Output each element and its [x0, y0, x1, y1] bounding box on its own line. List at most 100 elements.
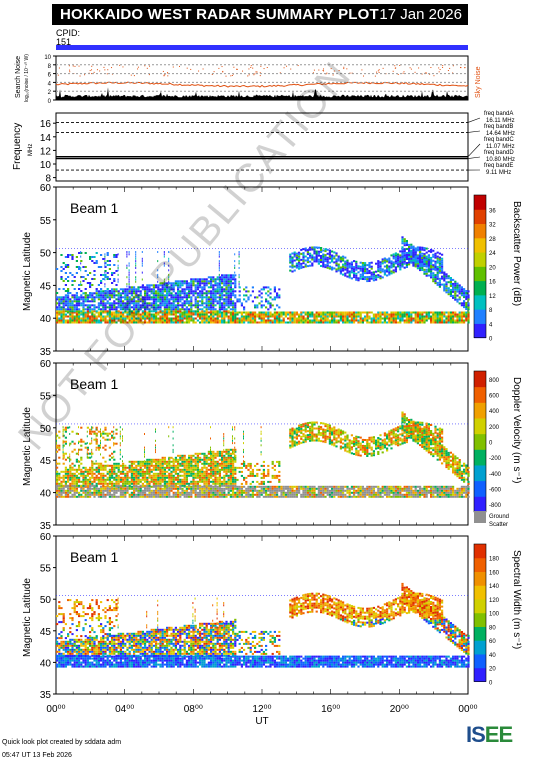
echo-cell: [348, 321, 351, 324]
lat-tick-label: 50: [40, 249, 52, 260]
echo-cell: [89, 306, 92, 309]
echo-cell: [350, 269, 353, 272]
sky-noise-dot: [190, 68, 192, 70]
echo-cell: [463, 290, 466, 293]
echo-cell: [339, 270, 342, 273]
echo-cell: [100, 478, 103, 481]
echo-cell: [229, 458, 232, 461]
echo-cell: [148, 284, 151, 287]
echo-cell: [344, 272, 347, 275]
echo-cell: [423, 247, 426, 250]
echo-cell: [152, 484, 155, 487]
echo-cell: [434, 319, 437, 322]
echo-cell: [137, 487, 140, 490]
echo-cell: [465, 311, 468, 314]
echo-cell: [430, 272, 433, 275]
echo-cell: [75, 308, 78, 311]
echo-cell: [67, 308, 70, 311]
echo-cell: [425, 274, 428, 277]
echo-cell: [157, 482, 160, 485]
echo-cell: [181, 311, 184, 314]
echo-cell: [383, 269, 386, 272]
echo-cell: [207, 491, 210, 494]
echo-cell: [214, 476, 217, 479]
echo-cell: [238, 262, 240, 265]
echo-cell: [106, 313, 109, 316]
echo-cell: [214, 495, 217, 498]
echo-cell: [89, 478, 92, 481]
echo-cell: [258, 311, 261, 314]
echo-cell: [106, 252, 109, 254]
echo-cell: [113, 462, 116, 465]
echo-cell: [108, 458, 111, 461]
echo-cell: [203, 302, 206, 305]
echo-cell: [223, 313, 226, 316]
echo-cell: [223, 302, 226, 305]
sky-noise-dot: [346, 68, 348, 70]
echo-cell: [289, 313, 292, 316]
echo-cell: [133, 300, 136, 303]
echo-cell: [150, 474, 153, 477]
echo-cell: [78, 302, 81, 305]
echo-cell: [135, 262, 137, 265]
lat-tick-label: 45: [40, 281, 52, 292]
echo-cell: [69, 426, 71, 429]
echo-cell: [306, 319, 309, 322]
echo-cell: [108, 310, 111, 313]
echo-cell: [91, 455, 93, 458]
echo-cell: [190, 468, 193, 471]
echo-cell: [148, 304, 151, 307]
echo-cell: [203, 452, 206, 455]
echo-cell: [190, 466, 193, 469]
echo-cell: [221, 319, 224, 322]
echo-cell: [339, 256, 342, 259]
echo-cell: [436, 255, 439, 258]
echo-cell: [364, 317, 367, 320]
echo-cell: [106, 290, 109, 293]
echo-cell: [416, 259, 419, 262]
echo-cell: [177, 315, 180, 318]
echo-cell: [166, 304, 169, 307]
echo-cell: [102, 290, 105, 293]
echo-cell: [423, 263, 426, 266]
echo-cell: [75, 484, 78, 487]
echo-cell: [278, 294, 281, 297]
echo-cell: [212, 286, 215, 289]
echo-cell: [414, 317, 417, 320]
echo-cell: [100, 480, 103, 483]
echo-cell: [177, 302, 180, 305]
echo-cell: [124, 491, 127, 494]
echo-cell: [100, 280, 103, 282]
echo-cell: [111, 493, 114, 496]
echo-cell: [214, 452, 217, 455]
echo-cell: [199, 284, 202, 287]
echo-cell: [210, 282, 213, 285]
echo-cell: [179, 282, 182, 285]
echo-cell: [445, 319, 448, 322]
echo-cell: [291, 315, 294, 318]
echo-cell: [335, 315, 338, 318]
sky-noise-dot: [442, 66, 444, 68]
echo-cell: [456, 282, 459, 285]
echo-cell: [141, 284, 144, 287]
echo-cell: [273, 317, 276, 320]
echo-cell: [212, 319, 215, 322]
echo-cell: [75, 266, 78, 268]
echo-cell: [218, 480, 221, 483]
echo-cell: [97, 448, 100, 451]
sky-noise-dot: [99, 70, 101, 72]
echo-cell: [276, 292, 279, 295]
echo-cell: [168, 294, 171, 297]
echo-cell: [82, 472, 85, 475]
echo-cell: [108, 454, 111, 457]
echo-cell: [172, 296, 175, 299]
echo-cell: [205, 310, 208, 313]
echo-cell: [146, 462, 149, 465]
echo-cell: [262, 288, 265, 291]
echo-cell: [269, 302, 272, 305]
echo-cell: [91, 442, 93, 445]
echo-cell: [111, 308, 114, 311]
echo-cell: [223, 466, 226, 469]
echo-cell: [183, 300, 186, 303]
echo-cell: [423, 268, 426, 271]
